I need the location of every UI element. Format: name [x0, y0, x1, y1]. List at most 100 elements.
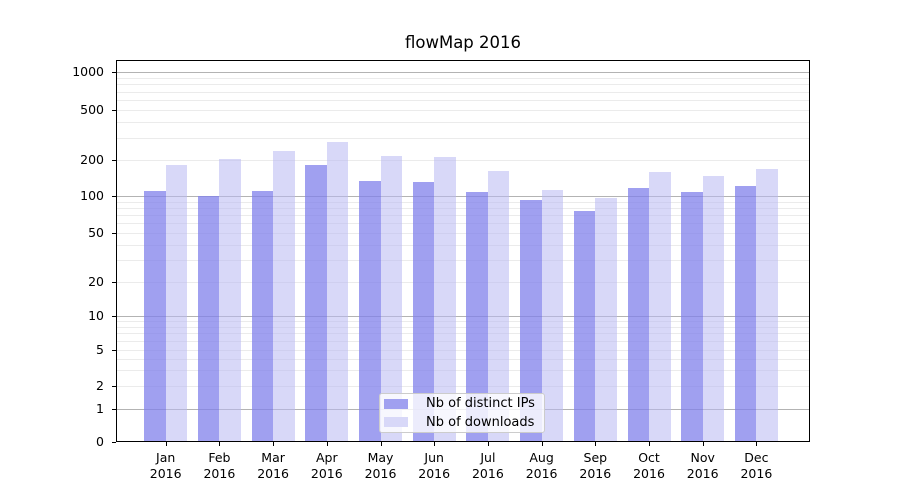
gridline-major: [116, 316, 810, 317]
x-tick: [434, 442, 436, 446]
x-tick-label: Feb 2016: [203, 450, 236, 481]
gridline-major: [116, 72, 810, 73]
gridline-minor: [116, 386, 810, 387]
y-tick-label: 500: [80, 102, 104, 117]
bar-distinct-ips: [412, 182, 435, 442]
y-tick: [112, 409, 116, 410]
x-tick-label: Dec 2016: [740, 450, 773, 481]
bar-distinct-ips: [627, 188, 649, 442]
x-tick: [595, 442, 597, 446]
x-tick: [649, 442, 650, 446]
gridline-minor: [116, 327, 810, 328]
bar-distinct-ips: [734, 185, 757, 442]
y-tick-label: 100: [80, 188, 104, 203]
gridline-minor: [116, 100, 810, 101]
gridline-minor: [116, 215, 810, 216]
gridline-minor: [116, 92, 810, 93]
y-tick-label: 10: [88, 308, 104, 323]
gridline-minor: [116, 260, 810, 261]
bar-downloads: [434, 157, 456, 442]
legend-item-distinct-ips: Nb of distinct IPs: [380, 395, 544, 413]
y-tick-label: 1000: [72, 64, 104, 79]
x-tick-label: Nov 2016: [686, 450, 719, 481]
x-tick-label: Apr 2016: [310, 450, 343, 481]
y-tick-label: 50: [88, 225, 104, 240]
gridline-minor: [116, 138, 810, 139]
gridline-minor: [116, 233, 810, 234]
bar-downloads: [595, 198, 617, 442]
bar-distinct-ips: [197, 196, 220, 442]
legend-label-distinct-ips: Nb of distinct IPs: [426, 396, 535, 412]
gridline-minor: [116, 110, 810, 111]
bar-distinct-ips: [520, 199, 542, 442]
y-tick-label: 2: [96, 378, 104, 393]
x-tick: [487, 442, 489, 446]
gridline-minor: [116, 359, 810, 360]
legend-swatch-distinct-ips: [384, 398, 408, 409]
gridline-minor: [116, 350, 810, 351]
gridline-minor: [116, 84, 810, 85]
gridline-major: [116, 196, 810, 197]
gridline-minor: [116, 321, 810, 322]
x-tick-label: Aug 2016: [525, 450, 558, 481]
y-tick-label: 0: [96, 434, 104, 449]
y-tick: [112, 110, 116, 111]
gridline-minor: [116, 223, 810, 224]
gridline-minor: [116, 245, 810, 246]
bar-distinct-ips: [359, 181, 381, 442]
y-tick: [112, 72, 116, 73]
legend: Nb of distinct IPs Nb of downloads: [379, 393, 545, 433]
y-tick: [112, 442, 116, 443]
x-tick: [541, 442, 543, 446]
x-tick-label: Sep 2016: [579, 450, 612, 481]
bar-downloads: [273, 151, 295, 442]
gridline-minor: [116, 78, 810, 79]
bar-downloads: [702, 176, 725, 442]
y-tick: [112, 233, 116, 234]
bar-downloads: [326, 141, 349, 442]
legend-label-downloads: Nb of downloads: [426, 414, 535, 430]
bar-distinct-ips: [251, 191, 274, 442]
x-tick-label: Mar 2016: [257, 450, 289, 481]
gridline-minor: [116, 333, 810, 334]
x-tick: [380, 442, 382, 446]
bar-downloads: [219, 159, 241, 442]
gridline-minor: [116, 202, 810, 203]
bar-downloads: [165, 164, 188, 442]
y-tick: [112, 350, 116, 351]
bar-downloads: [487, 170, 510, 442]
y-tick: [112, 196, 116, 197]
gridline-minor: [116, 160, 810, 161]
bar-downloads: [380, 155, 402, 442]
y-tick-label: 20: [88, 274, 104, 289]
legend-item-downloads: Nb of downloads: [380, 413, 544, 431]
y-tick: [112, 160, 116, 161]
x-tick: [165, 442, 167, 446]
y-tick-label: 5: [96, 342, 104, 357]
bar-distinct-ips: [466, 191, 488, 442]
y-tick-label: 1: [96, 401, 104, 416]
y-tick: [112, 386, 116, 387]
x-tick: [702, 442, 704, 446]
gridline-minor: [116, 341, 810, 342]
legend-swatch-downloads: [384, 417, 408, 428]
bar-distinct-ips: [144, 191, 166, 442]
x-tick-label: Oct 2016: [633, 450, 665, 481]
x-tick-label: May 2016: [364, 450, 397, 481]
x-tick: [756, 442, 758, 446]
gridline-minor: [116, 208, 810, 209]
bar-distinct-ips: [573, 210, 596, 442]
chart-title: flowMap 2016: [404, 33, 522, 52]
y-tick: [112, 282, 116, 283]
x-tick-label: Jan 2016: [149, 450, 182, 481]
y-tick: [112, 316, 116, 317]
bar-distinct-ips: [305, 164, 327, 442]
gridline-minor: [116, 122, 810, 123]
plot-frame: [116, 60, 810, 442]
x-tick-label: Jun 2016: [418, 450, 451, 481]
y-tick-label: 200: [80, 152, 104, 167]
bar-distinct-ips: [681, 191, 703, 442]
bar-downloads: [541, 189, 564, 442]
x-tick-label: Jul 2016: [471, 450, 504, 481]
